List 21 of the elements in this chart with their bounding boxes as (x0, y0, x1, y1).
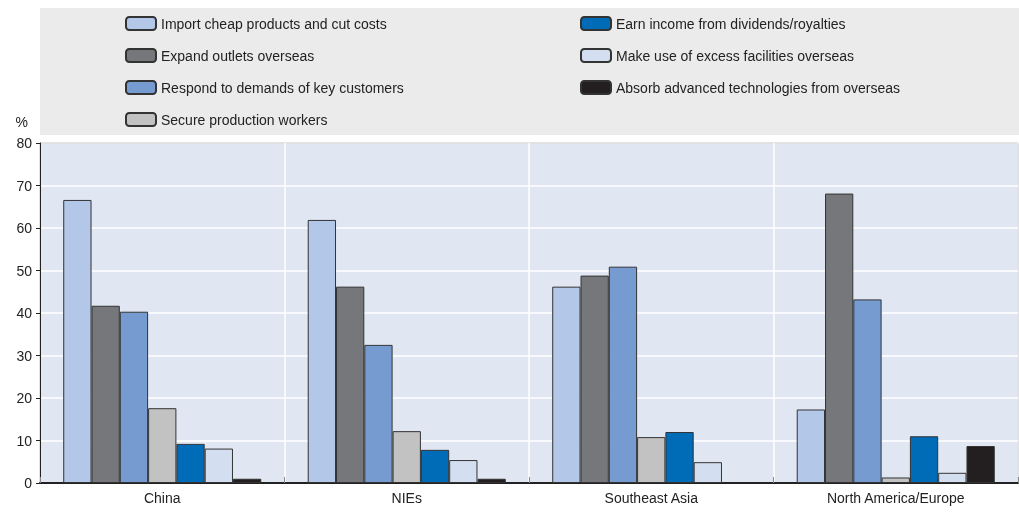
y-axis-title: % (15, 114, 28, 130)
y-tick-label: 10 (16, 432, 33, 449)
legend-label: Make use of excess facilities overseas (616, 47, 855, 64)
legend-label: Secure production workers (161, 111, 328, 128)
legend-label: Expand outlets overseas (161, 47, 315, 64)
y-tick-label: 70 (16, 177, 33, 194)
y-tick-label: 50 (16, 262, 33, 279)
y-tick-label: 80 (16, 135, 33, 151)
y-tick-label: 0 (24, 475, 33, 491)
y-tick-label: 30 (16, 347, 33, 364)
x-tick-label: North America/Europe (826, 490, 965, 506)
y-tick-label: 60 (16, 220, 33, 236)
x-tick-label: Southeast Asia (604, 490, 699, 506)
x-tick-label: China (143, 490, 181, 506)
y-tick-label: 40 (16, 305, 33, 321)
legend-label: Respond to demands of key customers (161, 79, 404, 96)
legend-label: Import cheap products and cut costs (161, 15, 387, 32)
y-tick-label: 20 (16, 390, 33, 406)
legend-label: Earn income from dividends/royalties (616, 15, 846, 32)
x-tick-label: NIEs (391, 490, 422, 506)
legend-label: Absorb advanced technologies from overseas (616, 79, 901, 96)
